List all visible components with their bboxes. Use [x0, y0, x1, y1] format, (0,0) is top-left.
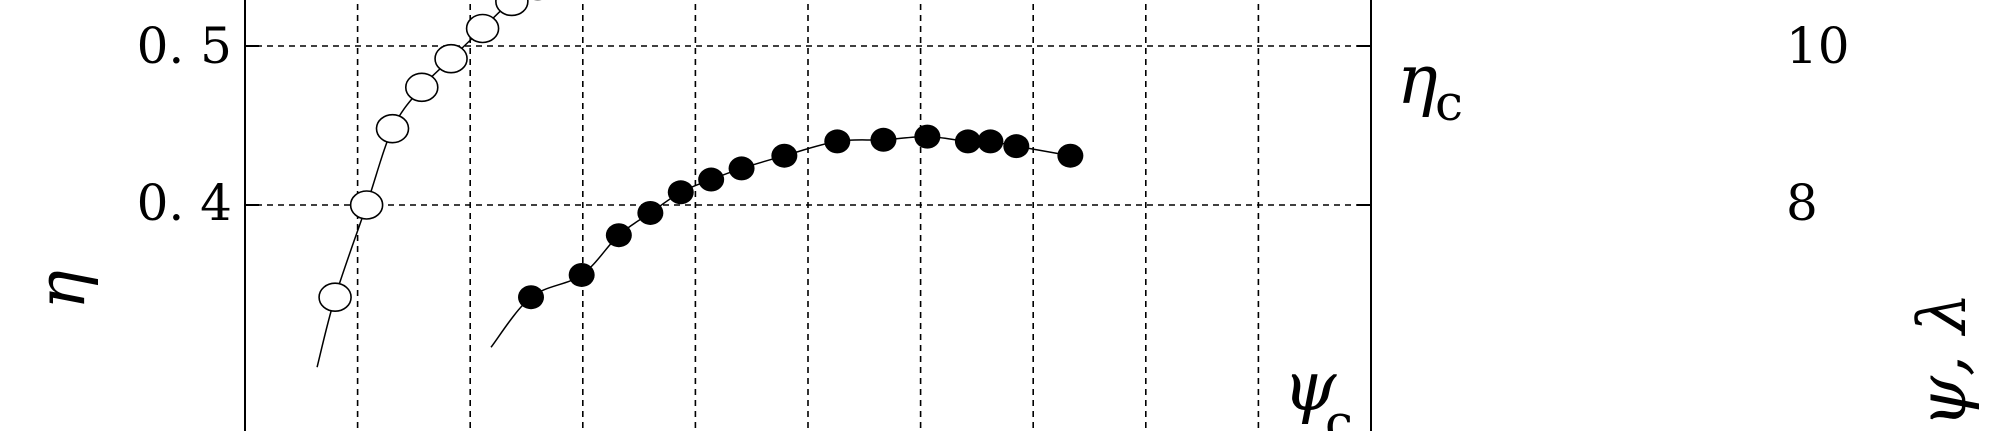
left-tick-labels: 0. 5 0. 4 — [137, 17, 232, 232]
series-label-psi: ψ — [1283, 348, 1337, 427]
data-markers — [318, 0, 1084, 313]
data-point-filled — [605, 223, 632, 248]
fit-curve-eta-c — [490, 135, 1071, 348]
data-point-filled — [1003, 134, 1030, 159]
data-point-open — [495, 0, 529, 17]
series-label-eta: η — [1397, 41, 1438, 120]
data-point-open — [434, 43, 468, 74]
data-point-open — [375, 113, 410, 144]
data-point-filled — [914, 124, 941, 149]
data-point-filled — [728, 156, 755, 181]
data-point-filled — [870, 127, 897, 152]
data-point-filled — [698, 167, 725, 192]
data-point-open — [465, 13, 500, 44]
data-point-filled — [568, 262, 595, 287]
left-axis-title: η — [23, 270, 100, 310]
data-point-open — [318, 282, 352, 313]
data-point-filled — [637, 200, 664, 225]
series-label-eta-c: η c — [1397, 41, 1463, 132]
series-label-psi-subscript: c — [1325, 394, 1353, 431]
data-point-filled — [824, 129, 851, 154]
left-tick-label: 0. 4 — [137, 174, 232, 232]
data-point-open — [349, 190, 384, 220]
data-point-filled — [954, 129, 981, 154]
right-tick-label: 10 — [1786, 17, 1850, 75]
right-tick-labels: 10 8 — [1786, 17, 1850, 232]
data-point-filled — [1057, 143, 1084, 168]
data-point-filled — [667, 180, 694, 205]
right-axis-title: ψ, λ — [1904, 292, 1981, 428]
left-tick-label: 0. 5 — [137, 17, 232, 75]
grid-layer — [244, 0, 1372, 431]
series-label-eta-subscript: c — [1435, 74, 1463, 132]
series-label-psi-c: ψ c — [1283, 348, 1353, 431]
data-point-open — [404, 72, 439, 103]
right-tick-label: 8 — [1786, 174, 1818, 232]
data-point-filled — [977, 129, 1004, 154]
data-point-filled — [771, 143, 798, 168]
fit-curves — [316, 0, 1071, 368]
data-point-filled — [518, 285, 545, 310]
